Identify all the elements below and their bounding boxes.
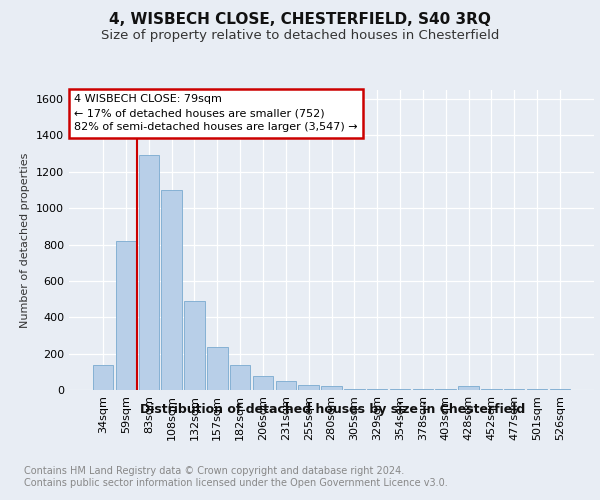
Bar (481, 389, 502, 390)
Bar (253, 376, 273, 390)
Text: Distribution of detached houses by size in Chesterfield: Distribution of detached houses by size … (140, 402, 526, 415)
Bar (390, 389, 410, 390)
Bar (413, 389, 433, 390)
Text: Size of property relative to detached houses in Chesterfield: Size of property relative to detached ho… (101, 29, 499, 42)
Bar (321, 386, 342, 390)
Text: Contains HM Land Registry data © Crown copyright and database right 2024.
Contai: Contains HM Land Registry data © Crown c… (24, 466, 448, 487)
Bar (344, 389, 365, 390)
Bar (139, 156, 159, 390)
Bar (504, 389, 524, 390)
Bar (298, 384, 319, 390)
Bar (527, 389, 547, 390)
Bar (230, 366, 250, 390)
Bar (184, 301, 205, 390)
Bar (161, 190, 182, 390)
Bar (207, 348, 227, 390)
Bar (550, 389, 570, 390)
Bar (275, 382, 296, 390)
Y-axis label: Number of detached properties: Number of detached properties (20, 152, 31, 328)
Bar (436, 389, 456, 390)
Bar (458, 386, 479, 390)
Text: 4 WISBECH CLOSE: 79sqm
← 17% of detached houses are smaller (752)
82% of semi-de: 4 WISBECH CLOSE: 79sqm ← 17% of detached… (74, 94, 358, 132)
Text: 4, WISBECH CLOSE, CHESTERFIELD, S40 3RQ: 4, WISBECH CLOSE, CHESTERFIELD, S40 3RQ (109, 12, 491, 28)
Bar (93, 364, 113, 390)
Bar (116, 241, 136, 390)
Bar (367, 389, 388, 390)
